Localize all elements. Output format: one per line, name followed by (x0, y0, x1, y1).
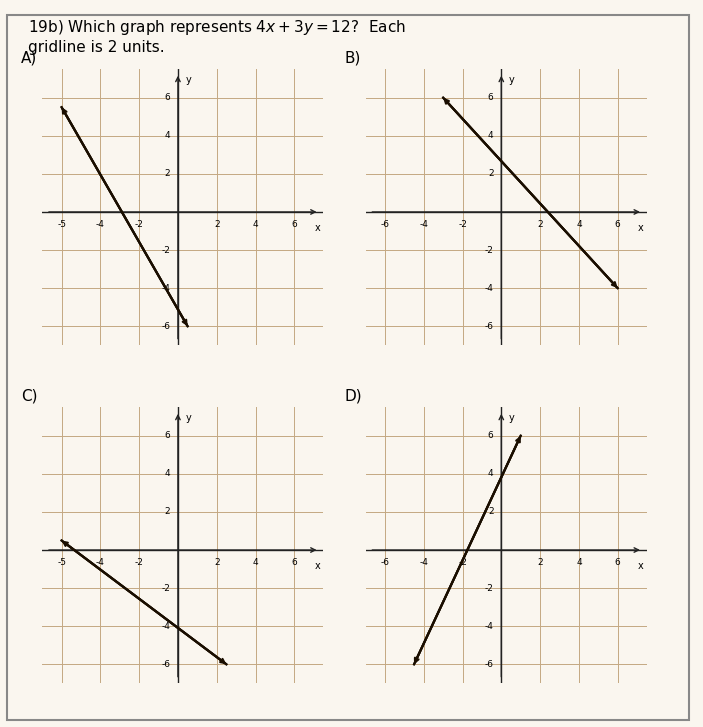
Text: 6: 6 (165, 93, 170, 103)
Text: -2: -2 (161, 584, 170, 593)
Text: -6: -6 (380, 558, 389, 566)
Text: A): A) (21, 50, 37, 65)
Text: B): B) (344, 50, 361, 65)
Text: -5: -5 (57, 220, 66, 228)
Text: C): C) (21, 388, 37, 403)
Text: -4: -4 (484, 284, 494, 293)
Text: -2: -2 (484, 584, 494, 593)
Text: 4: 4 (165, 470, 170, 478)
Text: 6: 6 (615, 220, 621, 228)
Text: 2: 2 (537, 220, 543, 228)
Text: 6: 6 (292, 558, 297, 566)
Text: -5: -5 (57, 558, 66, 566)
Text: y: y (186, 413, 191, 423)
Text: -6: -6 (161, 660, 170, 669)
Text: -2: -2 (161, 246, 170, 254)
Text: x: x (315, 561, 321, 571)
Text: -2: -2 (135, 220, 143, 228)
Text: -6: -6 (161, 322, 170, 331)
Text: -4: -4 (96, 558, 105, 566)
Text: 4: 4 (576, 558, 581, 566)
Text: -2: -2 (135, 558, 143, 566)
Text: -2: -2 (484, 246, 494, 254)
Text: -4: -4 (484, 622, 494, 631)
Text: 4: 4 (165, 132, 170, 140)
Text: 2: 2 (214, 220, 219, 228)
Text: -4: -4 (161, 622, 170, 631)
Text: 2: 2 (214, 558, 219, 566)
Text: 4: 4 (576, 220, 581, 228)
Text: -6: -6 (380, 220, 389, 228)
Text: x: x (638, 223, 644, 233)
Text: 19b) Which graph represents $4x + 3y = 12$?  Each: 19b) Which graph represents $4x + 3y = 1… (28, 18, 406, 37)
Text: 2: 2 (488, 507, 494, 516)
Text: 4: 4 (252, 220, 258, 228)
Text: 2: 2 (165, 169, 170, 178)
Text: gridline is 2 units.: gridline is 2 units. (28, 40, 165, 55)
Text: D): D) (344, 388, 362, 403)
Text: -2: -2 (458, 220, 467, 228)
Text: 4: 4 (252, 558, 258, 566)
Text: 2: 2 (165, 507, 170, 516)
Text: x: x (315, 223, 321, 233)
Text: y: y (509, 75, 515, 85)
Text: -6: -6 (484, 322, 494, 331)
Text: 2: 2 (537, 558, 543, 566)
Text: -4: -4 (161, 284, 170, 293)
Text: 4: 4 (488, 132, 494, 140)
Text: 6: 6 (615, 558, 621, 566)
Text: -4: -4 (419, 220, 428, 228)
Text: -2: -2 (458, 558, 467, 566)
Text: 6: 6 (292, 220, 297, 228)
Text: y: y (186, 75, 191, 85)
Text: x: x (638, 561, 644, 571)
Text: -4: -4 (419, 558, 428, 566)
Text: -4: -4 (96, 220, 105, 228)
Text: 6: 6 (488, 93, 494, 103)
Text: 4: 4 (488, 470, 494, 478)
Text: 6: 6 (165, 431, 170, 441)
Text: 6: 6 (488, 431, 494, 441)
Text: -6: -6 (484, 660, 494, 669)
Text: y: y (509, 413, 515, 423)
Text: 2: 2 (488, 169, 494, 178)
